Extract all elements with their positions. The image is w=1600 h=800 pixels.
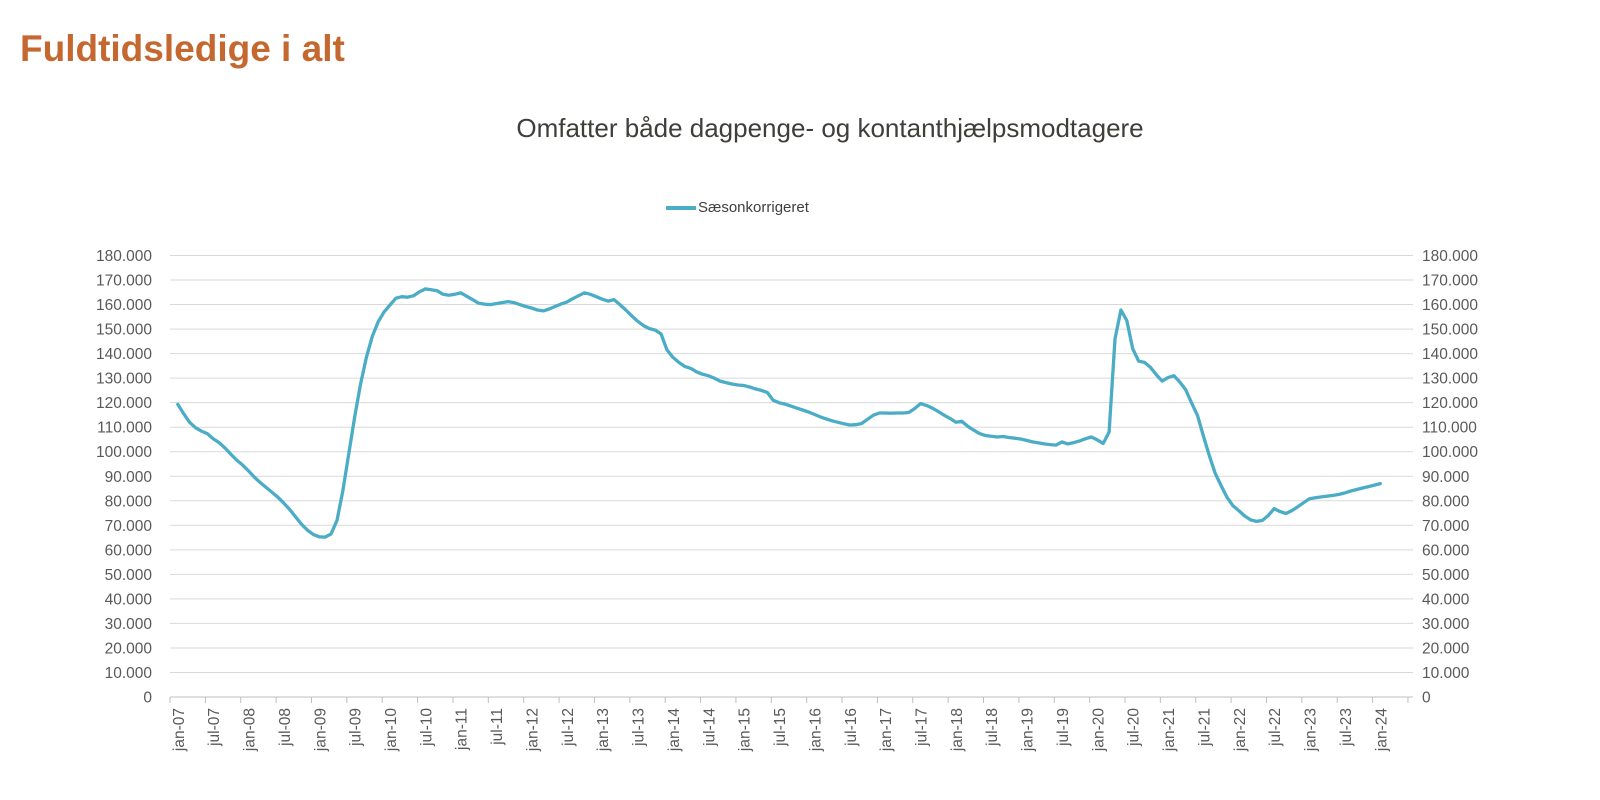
x-tick-label: jan-22	[1232, 708, 1249, 752]
legend-label: Sæsonkorrigeret	[698, 199, 809, 216]
x-tick-label: jul-16	[843, 708, 860, 747]
y-tick-label-left: 90.000	[105, 469, 153, 486]
x-tick-label: jan-16	[807, 708, 824, 752]
page-title: Fuldtidsledige i alt	[20, 28, 345, 69]
y-tick-label-right: 90.000	[1422, 469, 1470, 486]
y-tick-label-left: 20.000	[105, 640, 153, 657]
x-tick-label: jan-19	[1020, 708, 1037, 752]
y-tick-label-right: 10.000	[1422, 665, 1470, 682]
y-tick-label-left: 160.000	[96, 297, 152, 314]
x-tick-label: jul-22	[1267, 708, 1284, 747]
y-tick-label-right: 0	[1422, 690, 1431, 707]
y-tick-label-right: 60.000	[1422, 542, 1470, 559]
y-tick-label-right: 70.000	[1422, 518, 1470, 535]
x-tick-label: jan-20	[1090, 708, 1107, 752]
x-tick-label: jan-24	[1373, 708, 1390, 752]
x-tick-label: jan-18	[949, 708, 966, 752]
y-tick-label-right: 80.000	[1422, 493, 1470, 510]
x-tick-label: jan-13	[595, 708, 612, 752]
x-tick-label: jan-12	[524, 708, 541, 752]
x-tick-label: jul-08	[277, 708, 294, 747]
x-tick-label: jul-07	[206, 708, 223, 747]
x-tick-label: jan-14	[666, 708, 683, 752]
x-tick-label: jul-15	[772, 708, 789, 747]
y-tick-label-left: 120.000	[96, 395, 152, 412]
x-tick-label: jan-23	[1303, 708, 1320, 752]
x-tick-label: jul-11	[489, 708, 506, 746]
y-tick-label-left: 100.000	[96, 444, 152, 461]
x-tick-label: jan-15	[737, 708, 754, 752]
chart-title: Omfatter både dagpenge- og kontanthjælps…	[516, 113, 1144, 143]
x-tick-label: jan-21	[1161, 708, 1178, 752]
y-tick-label-left: 170.000	[96, 273, 152, 290]
y-tick-label-left: 80.000	[105, 493, 153, 510]
x-tick-label: jan-17	[878, 708, 895, 752]
y-tick-label-left: 30.000	[105, 616, 153, 633]
x-tick-label: jul-13	[631, 708, 648, 747]
y-tick-label-left: 140.000	[96, 346, 152, 363]
y-tick-label-left: 60.000	[105, 542, 153, 559]
y-tick-label-left: 110.000	[97, 420, 152, 437]
y-tick-label-right: 50.000	[1422, 567, 1470, 584]
y-tick-label-right: 20.000	[1422, 640, 1470, 657]
y-tick-label-left: 0	[143, 690, 152, 707]
y-tick-label-right: 150.000	[1422, 322, 1478, 339]
y-tick-label-right: 30.000	[1422, 616, 1470, 633]
x-tick-label: jul-19	[1055, 708, 1072, 747]
y-tick-label-left: 130.000	[96, 371, 152, 388]
x-tick-label: jul-12	[560, 708, 577, 747]
legend: Sæsonkorrigeret	[666, 199, 809, 216]
x-tick-label: jul-10	[418, 708, 435, 747]
x-tick-label: jul-23	[1338, 708, 1355, 747]
x-tick-label: jan-09	[312, 708, 329, 752]
x-tick-label: jul-14	[701, 708, 718, 747]
y-tick-label-left: 10.000	[105, 665, 153, 682]
y-tick-label-right: 100.000	[1422, 444, 1478, 461]
x-tick-label: jul-21	[1196, 708, 1213, 747]
legend-line-swatch	[666, 205, 696, 210]
y-tick-label-right: 170.000	[1422, 273, 1478, 290]
y-tick-label-right: 110.000	[1422, 420, 1477, 437]
y-tick-label-right: 160.000	[1422, 297, 1478, 314]
y-tick-label-right: 120.000	[1422, 395, 1478, 412]
y-tick-label-right: 180.000	[1422, 248, 1478, 265]
y-tick-label-left: 180.000	[96, 248, 152, 265]
x-tick-label: jul-17	[914, 708, 931, 747]
x-tick-label: jul-20	[1126, 708, 1143, 747]
y-tick-label-right: 40.000	[1422, 591, 1470, 608]
y-tick-label-right: 140.000	[1422, 346, 1478, 363]
y-tick-label-left: 70.000	[105, 518, 153, 535]
x-tick-label: jan-11	[454, 708, 471, 751]
y-tick-label-right: 130.000	[1422, 371, 1478, 388]
x-tick-label: jul-09	[348, 708, 365, 747]
series-line-saesonkorrigeret	[176, 287, 1382, 539]
y-tick-label-left: 40.000	[105, 591, 153, 608]
x-tick-label: jan-07	[171, 708, 188, 752]
y-tick-label-left: 150.000	[96, 322, 152, 339]
y-tick-label-left: 50.000	[105, 567, 153, 584]
x-tick-label: jul-18	[984, 708, 1001, 747]
x-tick-label: jan-10	[383, 708, 400, 752]
x-tick-label: jan-08	[242, 708, 259, 752]
